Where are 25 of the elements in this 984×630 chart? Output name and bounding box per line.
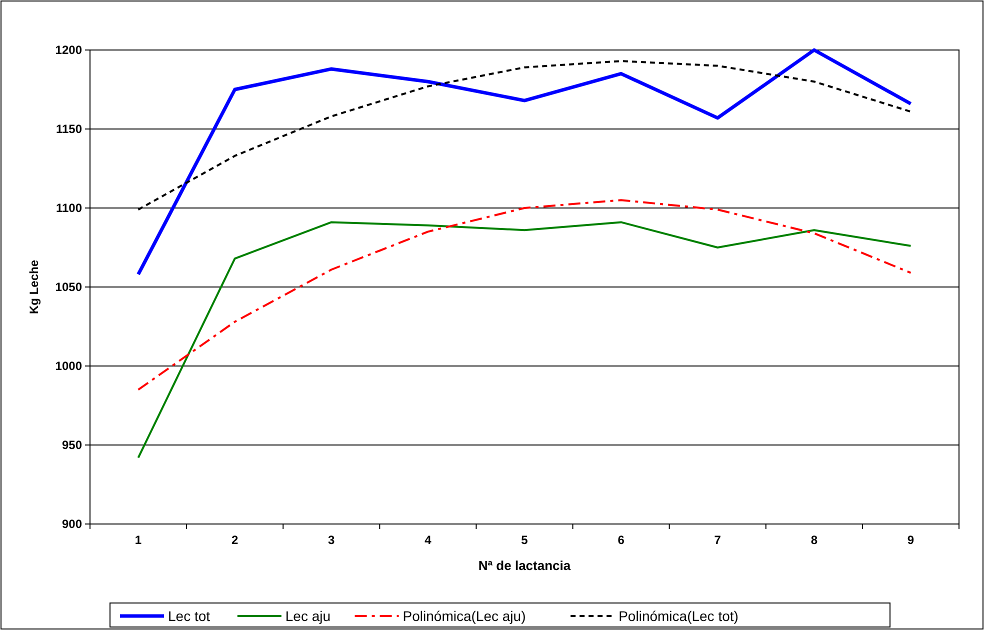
y-tick-label: 950	[62, 438, 82, 452]
x-tick-label: 2	[231, 533, 238, 547]
line-series	[137, 221, 912, 459]
x-axis-title: Nª de lactancia	[478, 558, 572, 573]
y-tick-label: 1050	[55, 280, 82, 294]
x-tick-label: 5	[521, 533, 528, 547]
legend-label: Lec aju	[285, 608, 331, 624]
x-tick-label: 3	[328, 533, 336, 547]
legend-label: Polinómica(Lec aju)	[402, 608, 526, 624]
line-series	[136, 48, 912, 276]
y-tick-label: 1100	[56, 201, 82, 216]
y-tick-label: 1150	[56, 122, 82, 136]
y-axis-title: Kg Leche	[27, 260, 41, 314]
y-tick-label: 1200	[55, 43, 82, 58]
x-tick-label: 6	[618, 533, 625, 547]
y-tick-label: 900	[62, 517, 82, 532]
line-series	[137, 199, 912, 391]
y-tick-label: 1000	[55, 359, 82, 374]
x-tick-label: 1	[134, 533, 142, 547]
x-tick-label: 4	[424, 533, 432, 547]
legend-label: Lec tot	[168, 608, 210, 624]
x-tick-label: 8	[810, 533, 818, 547]
legend-label: Polinómica(Lec tot)	[618, 608, 738, 624]
x-tick-label: 9	[907, 533, 914, 547]
x-tick-label: 7	[714, 533, 722, 547]
